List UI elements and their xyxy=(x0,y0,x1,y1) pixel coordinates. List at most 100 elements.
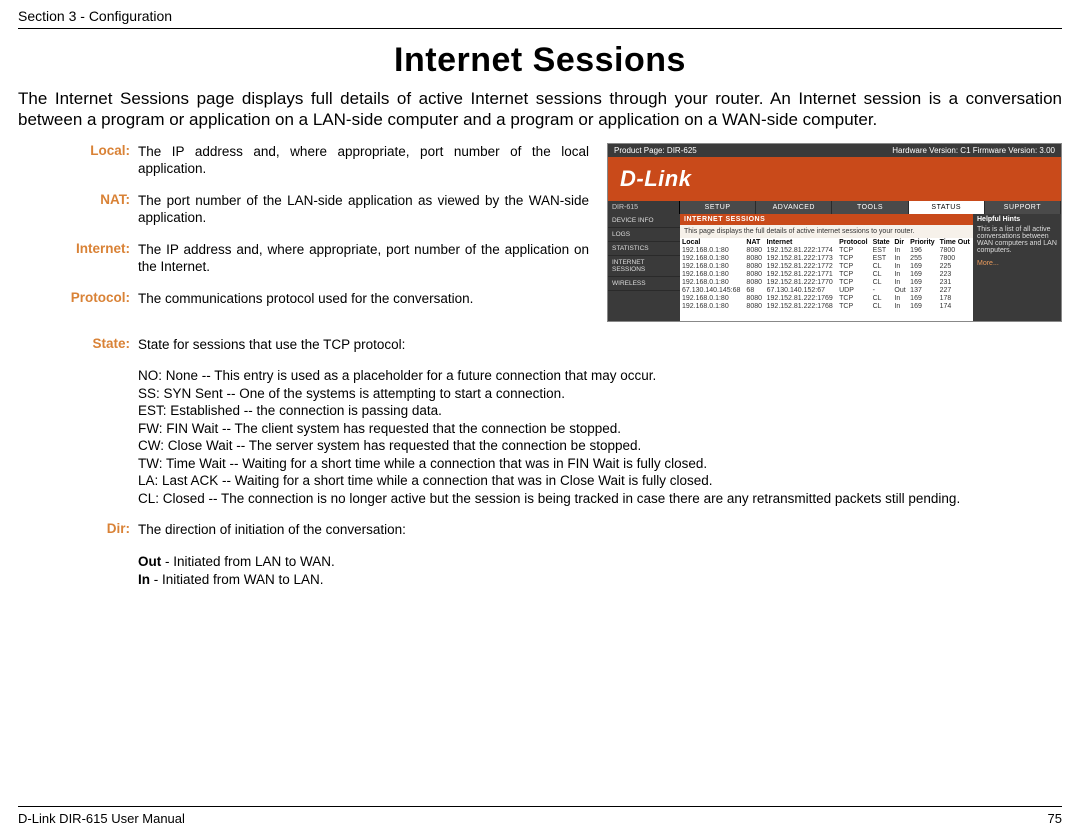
def-term: Protocol: xyxy=(18,290,138,308)
table-row: 192.168.0.1:808080192.152.81.222:1773TCP… xyxy=(680,255,973,263)
table-header: State xyxy=(871,238,893,247)
nav-status[interactable]: STATUS xyxy=(909,201,985,214)
def-nat: NAT: The port number of the LAN-side app… xyxy=(18,192,589,227)
product-page-label: Product Page: DIR-625 xyxy=(614,146,697,155)
table-cell: TCP xyxy=(837,279,870,287)
full-width-definitions: State: State for sessions that use the T… xyxy=(18,336,1062,589)
nav-tools[interactable]: TOOLS xyxy=(832,201,908,214)
state-lines: NO: None -- This entry is used as a plac… xyxy=(138,367,1062,507)
table-cell: 223 xyxy=(938,271,973,279)
sidebar-device-info[interactable]: DEVICE INFO xyxy=(608,214,680,228)
table-header: Internet xyxy=(765,238,837,247)
table-cell: 8080 xyxy=(744,255,764,263)
nav-setup[interactable]: SETUP xyxy=(680,201,756,214)
table-cell: In xyxy=(892,295,908,303)
shot-sidebar: DEVICE INFO LOGS STATISTICS INTERNET SES… xyxy=(608,214,680,321)
dir-out: Out - Initiated from LAN to WAN. xyxy=(138,553,1062,571)
shot-body: DEVICE INFO LOGS STATISTICS INTERNET SES… xyxy=(608,214,1061,321)
table-header: Time Out xyxy=(938,238,973,247)
table-cell: 192.168.0.1:80 xyxy=(680,279,744,287)
dlink-logo: D-Link xyxy=(620,166,691,192)
table-cell: TCP xyxy=(837,271,870,279)
hints-body: This is a list of all active conversatio… xyxy=(977,226,1057,254)
table-cell: EST xyxy=(871,255,893,263)
table-cell: 192.152.81.222:1770 xyxy=(765,279,837,287)
shot-nav: DIR-615 SETUP ADVANCED TOOLS STATUS SUPP… xyxy=(608,201,1061,214)
dir-options: Out - Initiated from LAN to WAN. In - In… xyxy=(138,553,1062,588)
def-body: The communications protocol used for the… xyxy=(138,290,589,308)
def-term: Dir: xyxy=(18,521,138,588)
def-body: The IP address and, where appropriate, p… xyxy=(138,143,589,178)
table-cell: In xyxy=(892,271,908,279)
table-cell: 8080 xyxy=(744,247,764,255)
table-cell: CL xyxy=(871,279,893,287)
table-cell: Out xyxy=(892,287,908,295)
table-cell: TCP xyxy=(837,263,870,271)
router-screenshot: Product Page: DIR-625 Hardware Version: … xyxy=(607,143,1062,322)
table-cell: 192.168.0.1:80 xyxy=(680,303,744,311)
table-cell: - xyxy=(871,287,893,295)
footer-page-number: 75 xyxy=(1048,811,1062,826)
def-body: State for sessions that use the TCP prot… xyxy=(138,336,1062,508)
table-cell: TCP xyxy=(837,247,870,255)
def-state: State: State for sessions that use the T… xyxy=(18,336,1062,508)
page-footer: D-Link DIR-615 User Manual 75 xyxy=(18,806,1062,826)
table-cell: CL xyxy=(871,263,893,271)
table-cell: 192.168.0.1:80 xyxy=(680,247,744,255)
def-body: The IP address and, where appropriate, p… xyxy=(138,241,589,276)
state-line: FW: FIN Wait -- The client system has re… xyxy=(138,420,1062,438)
table-header: Protocol xyxy=(837,238,870,247)
table-header: NAT xyxy=(744,238,764,247)
table-header: Local xyxy=(680,238,744,247)
table-cell: 192.152.81.222:1768 xyxy=(765,303,837,311)
table-row: 192.168.0.1:808080192.152.81.222:1769TCP… xyxy=(680,295,973,303)
table-cell: 192.152.81.222:1774 xyxy=(765,247,837,255)
state-line: CW: Close Wait -- The server system has … xyxy=(138,437,1062,455)
table-cell: CL xyxy=(871,271,893,279)
helpful-hints: Helpful Hints This is a list of all acti… xyxy=(973,214,1061,321)
state-line: SS: SYN Sent -- One of the systems is at… xyxy=(138,385,1062,403)
nav-advanced[interactable]: ADVANCED xyxy=(756,201,832,214)
table-cell: CL xyxy=(871,303,893,311)
table-cell: 8080 xyxy=(744,271,764,279)
table-cell: 169 xyxy=(908,271,937,279)
screenshot-column: Product Page: DIR-625 Hardware Version: … xyxy=(607,143,1062,322)
sidebar-wireless[interactable]: WIRELESS xyxy=(608,277,680,291)
footer-manual-title: D-Link DIR-615 User Manual xyxy=(18,811,185,826)
table-cell: 192.152.81.222:1771 xyxy=(765,271,837,279)
table-cell: 7800 xyxy=(938,247,973,255)
nav-support[interactable]: SUPPORT xyxy=(985,201,1061,214)
dir-lead: The direction of initiation of the conve… xyxy=(138,521,1062,539)
sidebar-logs[interactable]: LOGS xyxy=(608,228,680,242)
table-row: 192.168.0.1:808080192.152.81.222:1768TCP… xyxy=(680,303,973,311)
hints-more-link[interactable]: More... xyxy=(977,260,1057,267)
dir-in: In - Initiated from WAN to LAN. xyxy=(138,571,1062,589)
shot-logo-bar: D-Link xyxy=(608,157,1061,201)
table-cell: In xyxy=(892,279,908,287)
table-cell: 169 xyxy=(908,295,937,303)
table-cell: 8080 xyxy=(744,303,764,311)
table-cell: TCP xyxy=(837,255,870,263)
table-header: Dir xyxy=(892,238,908,247)
definitions-column: Local: The IP address and, where appropr… xyxy=(18,143,589,322)
table-cell: 192.168.0.1:80 xyxy=(680,263,744,271)
table-cell: 68 xyxy=(744,287,764,295)
shot-topbar: Product Page: DIR-625 Hardware Version: … xyxy=(608,144,1061,157)
table-cell: 192.152.81.222:1769 xyxy=(765,295,837,303)
table-cell: 137 xyxy=(908,287,937,295)
table-cell: 169 xyxy=(908,279,937,287)
table-cell: 192.168.0.1:80 xyxy=(680,295,744,303)
table-cell: 8080 xyxy=(744,295,764,303)
panel-description: This page displays the full details of a… xyxy=(680,225,973,238)
def-dir: Dir: The direction of initiation of the … xyxy=(18,521,1062,588)
table-cell: 225 xyxy=(938,263,973,271)
table-header: Priority xyxy=(908,238,937,247)
model-label: DIR-615 xyxy=(608,201,680,214)
def-protocol: Protocol: The communications protocol us… xyxy=(18,290,589,308)
state-line: NO: None -- This entry is used as a plac… xyxy=(138,367,1062,385)
def-term: NAT: xyxy=(18,192,138,227)
sidebar-statistics[interactable]: STATISTICS xyxy=(608,242,680,256)
table-row: 67.130.140.145:686867.130.140.152:67UDP-… xyxy=(680,287,973,295)
table-cell: UDP xyxy=(837,287,870,295)
sidebar-internet-sessions[interactable]: INTERNET SESSIONS xyxy=(608,256,680,277)
